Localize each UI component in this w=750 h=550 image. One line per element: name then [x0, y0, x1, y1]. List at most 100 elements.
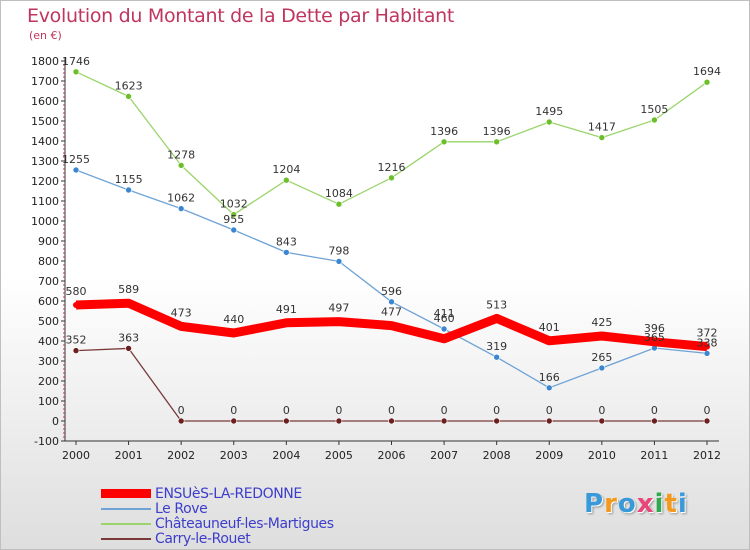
data-label: 338	[697, 336, 718, 349]
proxiti-logo: Proxiti	[584, 489, 688, 519]
x-tick-label: 2006	[378, 449, 406, 462]
y-tick-label: 1600	[31, 95, 59, 108]
data-label: 365	[644, 331, 665, 344]
data-label: 1084	[325, 187, 353, 200]
logo-letter: r	[604, 489, 618, 519]
logo-letter: t	[664, 489, 678, 519]
data-label: 0	[493, 404, 500, 417]
data-point	[598, 364, 606, 372]
data-point	[546, 337, 553, 344]
logo-letter: x	[636, 489, 655, 519]
legend-entry: Carry-le-Rouet	[101, 530, 251, 547]
data-point	[703, 78, 711, 86]
y-tick-label: -100	[34, 435, 59, 448]
data-point	[125, 186, 132, 194]
data-label: 396	[644, 322, 665, 335]
data-point	[493, 138, 500, 146]
data-label: 513	[486, 298, 507, 311]
y-tick-label: 1800	[31, 55, 59, 68]
data-point	[703, 417, 711, 425]
data-label: 1204	[272, 163, 300, 176]
data-point	[335, 258, 343, 265]
data-point	[598, 134, 606, 141]
data-label: 411	[434, 307, 455, 320]
legend-swatch	[101, 537, 151, 540]
data-point	[283, 417, 290, 425]
data-label: 1278	[167, 148, 195, 161]
data-label: 491	[276, 303, 297, 316]
y-tick-label: 1000	[31, 215, 59, 228]
data-label: 1155	[115, 173, 143, 186]
x-tick-label: 2003	[220, 449, 248, 462]
y-tick-label: 400	[38, 335, 59, 348]
y-tick-label: 200	[38, 375, 59, 388]
y-tick-label: 500	[38, 315, 59, 328]
data-label: 1746	[62, 55, 90, 68]
data-point	[598, 333, 605, 339]
data-label: 1396	[430, 125, 458, 138]
data-label: 0	[178, 404, 185, 417]
data-label: 1505	[640, 103, 668, 116]
data-label: 265	[591, 351, 612, 364]
data-label: 372	[697, 327, 718, 340]
legend-swatch	[101, 489, 151, 498]
data-label: 497	[328, 302, 349, 315]
x-tick-label: 2000	[62, 449, 90, 462]
legend-label: Le Rove	[155, 500, 208, 517]
data-label: 460	[434, 312, 455, 325]
data-label: 1623	[115, 79, 143, 92]
legend-entry: Châteauneuf-les-Martigues	[101, 516, 334, 532]
data-point	[493, 315, 500, 322]
data-label: 0	[230, 404, 237, 417]
legend-entry: ENSUèS-LA-REDONNE	[101, 485, 302, 502]
data-point	[440, 138, 448, 146]
data-point	[125, 345, 132, 352]
y-tick-label: 1400	[31, 135, 59, 148]
data-point	[125, 300, 132, 307]
unit-label: (en €)	[29, 29, 62, 42]
data-point	[651, 417, 658, 425]
legend-label: ENSUèS-LA-REDONNE	[155, 485, 302, 502]
data-point	[177, 162, 185, 169]
data-point	[545, 417, 553, 425]
data-label: 319	[486, 340, 507, 353]
data-label: 1495	[535, 105, 563, 118]
data-point	[230, 417, 238, 425]
data-point	[177, 417, 185, 425]
data-point	[493, 353, 500, 361]
x-tick-label: 2004	[272, 449, 300, 462]
data-point	[441, 335, 448, 342]
legend-label: Carry-le-Rouet	[155, 530, 251, 547]
data-label: 0	[651, 404, 658, 417]
x-tick-label: 2005	[325, 449, 353, 462]
legend-swatch	[101, 507, 151, 510]
x-tick-label: 2012	[693, 449, 721, 462]
data-label: 1255	[62, 153, 90, 166]
data-point	[335, 417, 343, 425]
data-point	[72, 68, 80, 76]
data-point	[230, 330, 237, 336]
data-point	[545, 384, 553, 392]
data-label: 589	[118, 283, 139, 296]
data-point	[283, 249, 290, 256]
data-point	[440, 417, 448, 425]
data-point	[388, 174, 395, 182]
x-tick-label: 2009	[535, 449, 563, 462]
y-tick-label: 1100	[31, 195, 59, 208]
y-tick-label: 900	[38, 235, 59, 248]
y-tick-label: 1500	[31, 115, 59, 128]
data-point	[230, 211, 238, 218]
x-tick-label: 2001	[115, 449, 143, 462]
data-label: 352	[66, 334, 87, 347]
data-point	[335, 200, 343, 208]
logo-letter: i	[654, 489, 665, 519]
data-label: 0	[441, 404, 448, 417]
data-point	[178, 323, 185, 330]
axes: -100010020030040050060070080090010001100…	[31, 55, 721, 462]
data-label: 798	[328, 244, 349, 257]
data-label: 596	[381, 285, 402, 298]
data-label: 580	[66, 285, 87, 298]
data-point	[388, 417, 395, 425]
x-tick-label: 2008	[483, 449, 511, 462]
